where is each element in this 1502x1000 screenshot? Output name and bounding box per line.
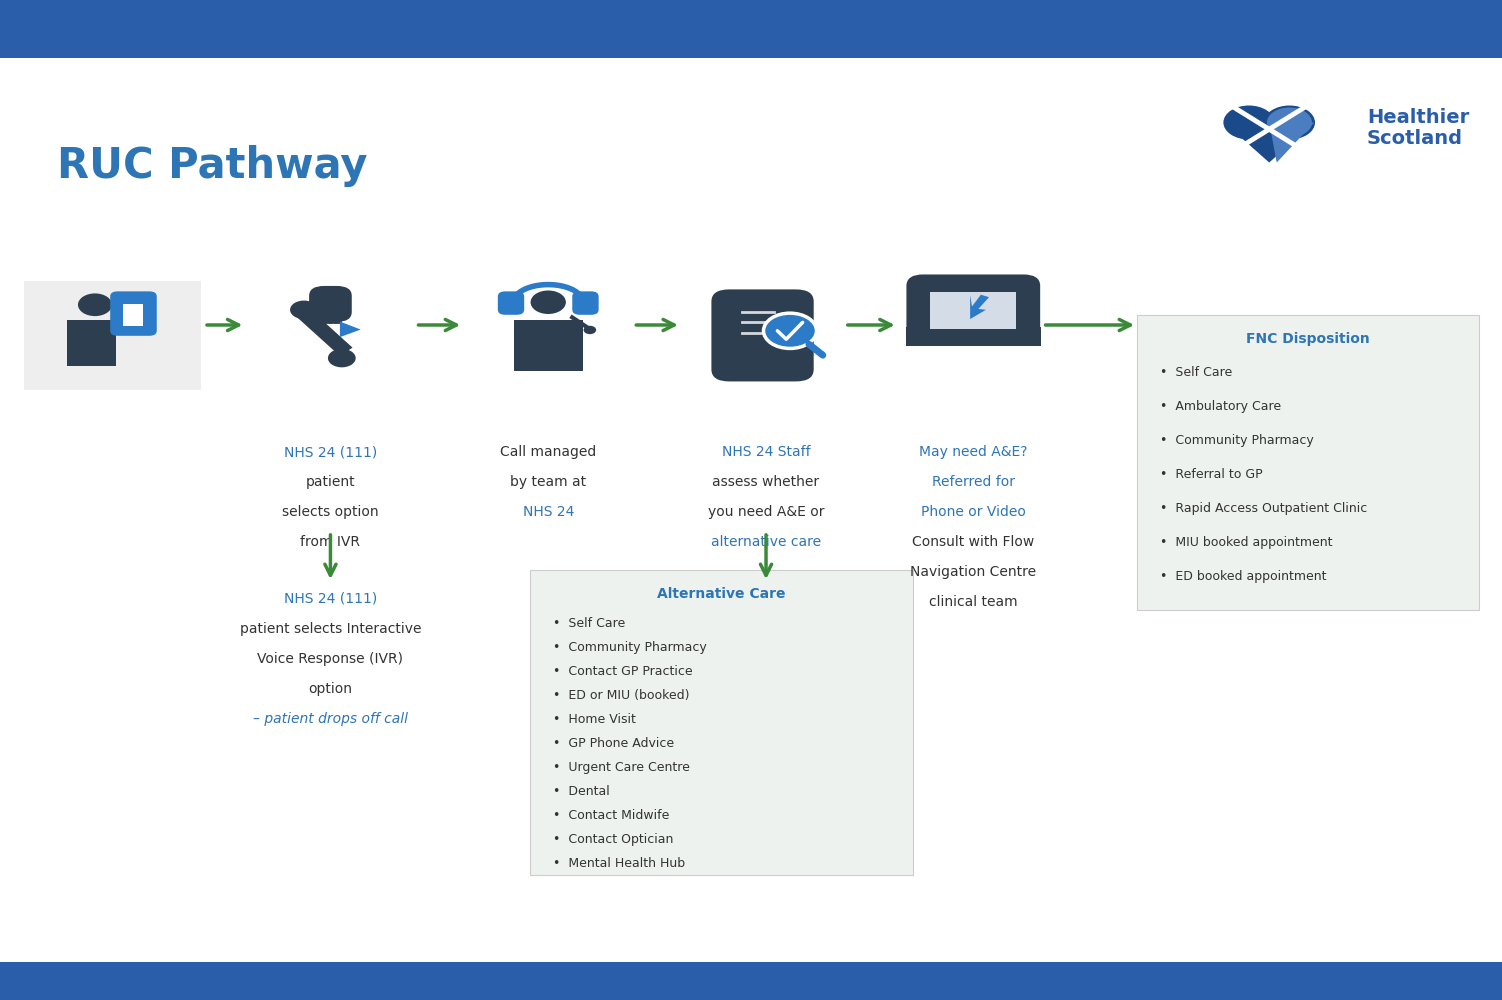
- Text: Alternative Care: Alternative Care: [658, 587, 786, 601]
- FancyBboxPatch shape: [907, 276, 1039, 343]
- Text: – patient drops off call: – patient drops off call: [252, 712, 409, 726]
- Text: •  ED or MIU (booked): • ED or MIU (booked): [553, 689, 689, 702]
- Text: Healthier: Healthier: [1367, 108, 1469, 127]
- Text: patient selects Interactive: patient selects Interactive: [240, 622, 421, 636]
- Text: from IVR: from IVR: [300, 535, 360, 549]
- FancyBboxPatch shape: [24, 280, 201, 389]
- FancyBboxPatch shape: [0, 0, 1502, 58]
- Text: •  Home Visit: • Home Visit: [553, 713, 635, 726]
- Text: Voice Response (IVR): Voice Response (IVR): [257, 652, 404, 666]
- Text: RUC Pathway: RUC Pathway: [57, 145, 368, 187]
- Text: •  Community Pharmacy: • Community Pharmacy: [1160, 434, 1313, 447]
- Text: by team at: by team at: [511, 475, 586, 489]
- Circle shape: [1263, 105, 1316, 139]
- FancyBboxPatch shape: [572, 291, 599, 315]
- Text: •  Contact GP Practice: • Contact GP Practice: [553, 665, 692, 678]
- Text: NHS 24 (111): NHS 24 (111): [284, 592, 377, 606]
- Text: alternative care: alternative care: [710, 535, 822, 549]
- Text: •  Community Pharmacy: • Community Pharmacy: [553, 641, 706, 654]
- Text: NHS 24 Staff: NHS 24 Staff: [721, 445, 811, 459]
- Polygon shape: [970, 295, 990, 319]
- Text: NHS 24: NHS 24: [523, 505, 574, 519]
- FancyBboxPatch shape: [0, 962, 1502, 1000]
- Circle shape: [327, 349, 356, 367]
- FancyBboxPatch shape: [497, 291, 524, 315]
- Circle shape: [1268, 107, 1313, 137]
- FancyBboxPatch shape: [930, 292, 1017, 329]
- Polygon shape: [296, 308, 353, 356]
- Circle shape: [1223, 105, 1275, 139]
- Text: •  GP Phone Advice: • GP Phone Advice: [553, 737, 674, 750]
- Text: •  Rapid Access Outpatient Clinic: • Rapid Access Outpatient Clinic: [1160, 502, 1367, 515]
- Polygon shape: [514, 320, 583, 371]
- Text: option: option: [308, 682, 353, 696]
- Text: assess whether: assess whether: [712, 475, 820, 489]
- Polygon shape: [68, 320, 116, 366]
- FancyBboxPatch shape: [123, 304, 143, 326]
- Text: Consult with Flow: Consult with Flow: [912, 535, 1035, 549]
- FancyBboxPatch shape: [712, 289, 814, 381]
- Text: NHS 24 (111): NHS 24 (111): [284, 445, 377, 459]
- Text: •  Contact Midwife: • Contact Midwife: [553, 809, 668, 822]
- Text: •  Ambulatory Care: • Ambulatory Care: [1160, 400, 1281, 413]
- FancyBboxPatch shape: [309, 286, 351, 322]
- Text: •  Self Care: • Self Care: [1160, 366, 1232, 379]
- Text: May need A&E?: May need A&E?: [919, 445, 1027, 459]
- Text: Phone or Video: Phone or Video: [921, 505, 1026, 519]
- Text: Referred for: Referred for: [931, 475, 1015, 489]
- Circle shape: [584, 326, 596, 334]
- FancyBboxPatch shape: [1137, 315, 1479, 610]
- FancyBboxPatch shape: [110, 291, 156, 336]
- Text: •  ED booked appointment: • ED booked appointment: [1160, 570, 1326, 583]
- Text: •  Contact Optician: • Contact Optician: [553, 833, 673, 846]
- Circle shape: [763, 313, 817, 348]
- Text: •  Referral to GP: • Referral to GP: [1160, 468, 1262, 481]
- Text: •  Urgent Care Centre: • Urgent Care Centre: [553, 761, 689, 774]
- Circle shape: [530, 290, 566, 314]
- Text: patient: patient: [305, 475, 356, 489]
- Text: Navigation Centre: Navigation Centre: [910, 565, 1036, 579]
- Text: you need A&E or: you need A&E or: [707, 505, 825, 519]
- Text: •  Self Care: • Self Care: [553, 617, 625, 630]
- Text: FNC Disposition: FNC Disposition: [1247, 332, 1370, 346]
- FancyBboxPatch shape: [906, 327, 1041, 346]
- Text: •  MIU booked appointment: • MIU booked appointment: [1160, 536, 1332, 549]
- Circle shape: [78, 293, 113, 316]
- Polygon shape: [339, 322, 360, 337]
- Text: Scotland: Scotland: [1367, 129, 1463, 148]
- FancyBboxPatch shape: [530, 570, 913, 875]
- Text: •  Mental Health Hub: • Mental Health Hub: [553, 857, 685, 870]
- Text: clinical team: clinical team: [928, 595, 1018, 609]
- Polygon shape: [1224, 122, 1314, 162]
- Circle shape: [290, 301, 318, 319]
- Text: selects option: selects option: [282, 505, 379, 519]
- Text: •  Dental: • Dental: [553, 785, 610, 798]
- Polygon shape: [1269, 122, 1314, 162]
- Text: Call managed: Call managed: [500, 445, 596, 459]
